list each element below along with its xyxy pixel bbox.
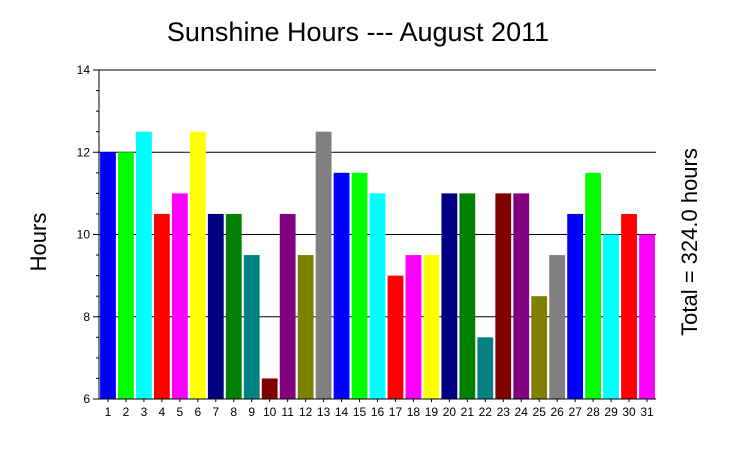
y-tick-label-8: 8 (83, 310, 90, 324)
bar-day-24 (513, 193, 530, 400)
x-tick-label-3: 3 (141, 405, 148, 419)
bar-day-20 (441, 193, 458, 400)
bar-day-5 (171, 193, 188, 400)
x-tick-label-4: 4 (159, 405, 166, 419)
x-tick-label-18: 18 (407, 405, 421, 419)
x-tick-label-1: 1 (105, 405, 112, 419)
x-tick-label-10: 10 (263, 405, 277, 419)
x-tick-label-12: 12 (299, 405, 313, 419)
x-tick-label-11: 11 (281, 405, 294, 419)
bar-day-17 (387, 275, 404, 400)
x-tick-label-8: 8 (230, 405, 237, 419)
x-ticks: 1 2 3 4 5 6 7 8 9 10 11 12 13 14 15 16 17 18 19 20 21 22 23 24 2… (105, 399, 654, 419)
y-tick-label-10: 10 (77, 228, 91, 242)
bar-day-8 (225, 213, 242, 399)
bar-day-6 (189, 131, 206, 399)
bar-day-18 (405, 255, 422, 399)
x-tick-label-17: 17 (389, 405, 403, 419)
x-tick-label-25: 25 (533, 405, 547, 419)
x-tick-label-6: 6 (194, 405, 201, 419)
x-tick-label-26: 26 (551, 405, 565, 419)
bar-day-30 (621, 213, 637, 399)
bar-day-22 (477, 337, 494, 399)
x-tick-label-13: 13 (317, 405, 331, 419)
bar-day-26 (549, 255, 566, 399)
bar-day-27 (567, 213, 584, 399)
bar-day-29 (603, 234, 619, 399)
x-tick-label-28: 28 (586, 405, 600, 419)
bar-day-25 (531, 296, 548, 399)
bar-day-23 (495, 193, 512, 400)
x-tick-label-20: 20 (443, 405, 457, 419)
x-tick-label-29: 29 (604, 405, 618, 419)
bar-day-31 (639, 234, 655, 399)
bar-day-9 (243, 255, 260, 399)
x-tick-label-9: 9 (248, 405, 255, 419)
bar-day-4 (153, 213, 170, 399)
x-tick-label-30: 30 (622, 405, 636, 419)
bar-day-28 (585, 172, 602, 399)
bar-day-16 (369, 193, 386, 400)
x-tick-label-22: 22 (479, 405, 493, 419)
y-axis-label: Hours (26, 213, 51, 272)
bar-day-3 (136, 131, 152, 399)
bar-day-21 (459, 193, 476, 400)
bar-day-7 (207, 213, 224, 399)
y-ticks: 6 8 10 12 14 (77, 63, 99, 406)
x-tick-label-24: 24 (515, 405, 529, 419)
x-tick-label-15: 15 (353, 405, 367, 419)
bar-day-15 (351, 172, 368, 399)
x-tick-label-7: 7 (212, 405, 219, 419)
x-tick-label-23: 23 (497, 405, 511, 419)
bar-day-2 (118, 152, 134, 399)
bar-day-12 (297, 255, 314, 399)
x-tick-label-31: 31 (640, 405, 654, 419)
bar-day-10 (261, 378, 278, 399)
y-tick-label-12: 12 (77, 145, 91, 159)
y-tick-label-6: 6 (83, 392, 90, 406)
bar-day-1 (100, 152, 116, 399)
bar-day-19 (423, 255, 440, 399)
bars (100, 131, 655, 400)
x-tick-label-16: 16 (371, 405, 385, 419)
total-hours-label: Total = 324.0 hours (677, 148, 702, 336)
bar-day-11 (279, 213, 296, 399)
x-tick-label-5: 5 (177, 405, 184, 419)
x-tick-label-14: 14 (335, 405, 349, 419)
x-tick-label-21: 21 (461, 405, 475, 419)
x-tick-label-27: 27 (568, 405, 582, 419)
chart-title: Sunshine Hours --- August 2011 (167, 17, 549, 47)
bar-day-14 (333, 172, 350, 399)
x-tick-label-2: 2 (123, 405, 130, 419)
y-tick-label-14: 14 (77, 63, 91, 77)
bar-day-13 (315, 131, 332, 399)
x-tick-label-19: 19 (425, 405, 439, 419)
